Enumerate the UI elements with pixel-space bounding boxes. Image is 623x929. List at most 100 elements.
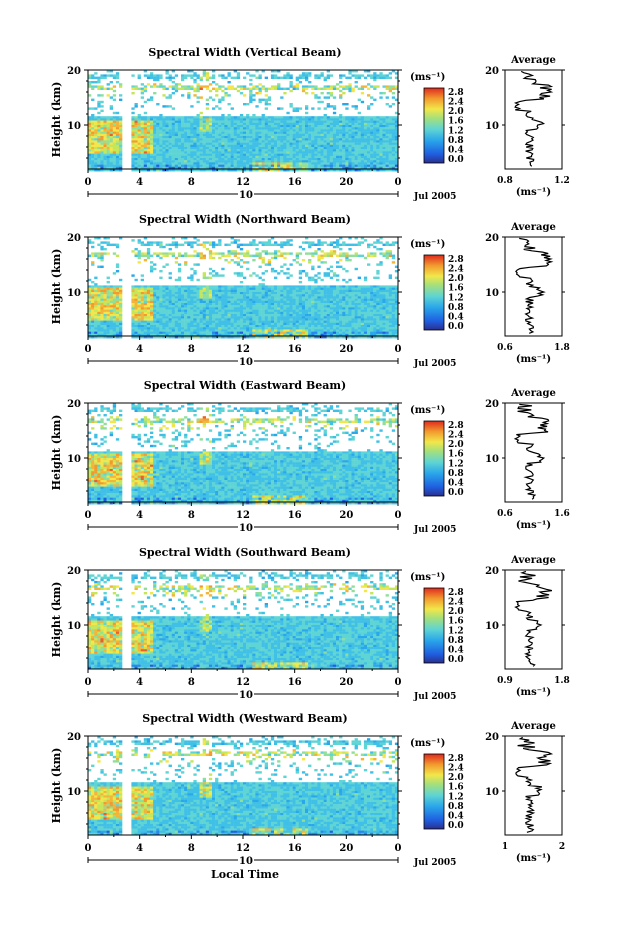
heatmap-cell: [140, 89, 144, 93]
heatmap-cell: [202, 303, 206, 306]
heatmap-cell: [112, 147, 117, 150]
heatmap-cell: [236, 243, 241, 246]
heatmap-cell: [156, 300, 160, 304]
heatmap-cell: [292, 85, 296, 88]
heatmap-cell: [317, 120, 321, 123]
heatmap-cell: [208, 252, 213, 255]
heatmap-cell: [174, 138, 179, 141]
heatmap-cell: [292, 125, 296, 128]
heatmap-cell: [208, 336, 213, 339]
heatmap-cell: [187, 116, 191, 119]
heatmap-cell: [174, 318, 179, 321]
heatmap-cell: [140, 289, 144, 293]
heatmap-cell: [345, 160, 349, 163]
heatmap-cell: [227, 296, 231, 299]
heatmap-cell: [289, 322, 293, 326]
heatmap-cell: [187, 276, 191, 279]
heatmap-cell: [277, 292, 281, 295]
heatmap-cell: [332, 151, 337, 154]
heatmap-cell: [218, 107, 222, 110]
heatmap-cell: [239, 144, 244, 148]
heatmap-cell: [221, 254, 225, 257]
heatmap-cell: [146, 120, 151, 123]
heatmap-cell: [280, 131, 284, 134]
heatmap-cell: [224, 318, 228, 321]
heatmap-cell: [150, 265, 154, 268]
heatmap-cell: [283, 287, 287, 290]
heatmap-cell: [391, 118, 396, 121]
heatmap-cell: [91, 336, 95, 339]
heatmap-cell: [156, 164, 160, 167]
heatmap-cell: [332, 144, 337, 148]
heatmap-cell: [115, 166, 120, 170]
heatmap-cell: [221, 318, 225, 321]
heatmap-cell: [227, 155, 231, 159]
heatmap-cell: [233, 307, 237, 310]
heatmap-cell: [270, 147, 275, 150]
heatmap-cell: [137, 289, 141, 293]
heatmap-cell: [246, 292, 250, 295]
heatmap-cell: [255, 298, 259, 301]
heatmap-cell: [376, 169, 380, 172]
heatmap-cell: [391, 122, 396, 126]
heatmap-cell: [221, 322, 225, 326]
heatmap-cell: [339, 164, 343, 167]
heatmap-cell: [255, 140, 259, 143]
heatmap-cell: [270, 296, 275, 299]
heatmap-cell: [190, 142, 194, 145]
heatmap-cell: [345, 122, 349, 126]
heatmap-cell: [280, 320, 284, 323]
heatmap-cell: [363, 120, 368, 123]
heatmap-cell: [119, 94, 123, 97]
heatmap-cell: [112, 162, 117, 165]
heatmap-cell: [218, 294, 222, 297]
heatmap-cell: [181, 237, 185, 240]
heatmap-cell: [230, 292, 234, 295]
heatmap-cell: [280, 329, 284, 332]
heatmap-cell: [221, 287, 225, 290]
heatmap-cell: [277, 85, 281, 88]
heatmap-cell: [153, 252, 157, 255]
heatmap-cell: [252, 318, 256, 321]
heatmap-cell: [280, 147, 284, 150]
heatmap-cell: [255, 294, 259, 297]
heatmap-cell: [196, 96, 200, 99]
average-x-tick-label: 0.8: [497, 176, 513, 186]
heatmap-cell: [267, 294, 272, 297]
heatmap-cell: [394, 131, 399, 134]
heatmap-cell: [286, 133, 290, 137]
heatmap-cell: [215, 162, 219, 165]
heatmap-cell: [177, 151, 182, 154]
y-axis-label: Height (km): [50, 82, 63, 158]
heatmap-cell: [215, 125, 219, 128]
heatmap-cell: [100, 166, 104, 170]
heatmap-cell: [146, 162, 151, 165]
heatmap-cell: [187, 298, 191, 301]
heatmap-cell: [168, 127, 172, 130]
heatmap-cell: [320, 92, 324, 95]
heatmap-cell: [177, 83, 182, 86]
heatmap-cell: [177, 298, 182, 301]
heatmap-cell: [280, 316, 284, 319]
heatmap-cell: [280, 127, 284, 130]
heatmap-cell: [283, 320, 287, 323]
heatmap-cell: [376, 74, 380, 77]
heatmap-cell: [115, 158, 120, 161]
heatmap-cell: [252, 325, 256, 328]
heatmap-cell: [153, 331, 157, 334]
heatmap-cell: [252, 140, 256, 143]
heatmap-cell: [326, 155, 330, 159]
heatmap-cell: [336, 162, 340, 165]
heatmap-cell: [165, 296, 169, 299]
heatmap-cell: [202, 144, 206, 148]
heatmap-cell: [317, 107, 321, 110]
heatmap-cell: [199, 166, 203, 170]
heatmap-cell: [134, 333, 138, 337]
heatmap-cell: [295, 136, 299, 139]
heatmap-cell: [153, 309, 157, 312]
heatmap-cell: [367, 155, 371, 159]
heatmap-cell: [258, 87, 262, 90]
heatmap-cell: [109, 142, 113, 145]
heatmap-cell: [134, 296, 138, 299]
heatmap-cell: [193, 81, 197, 84]
